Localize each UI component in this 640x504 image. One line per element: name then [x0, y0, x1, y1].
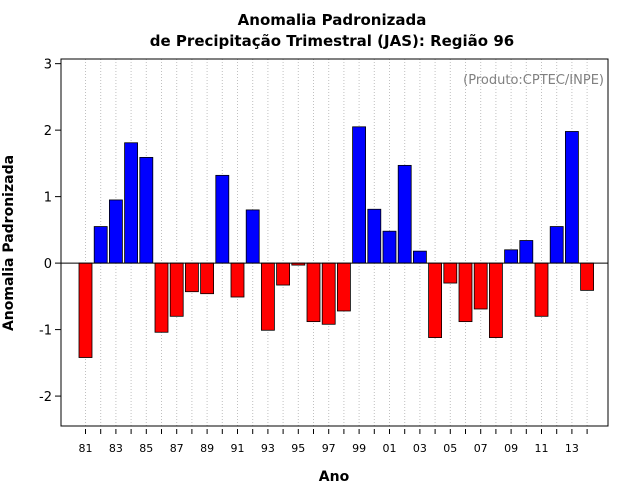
bar-10: [519, 240, 534, 264]
bar-03: [412, 250, 427, 264]
bar-93: [260, 262, 275, 331]
bar-92: [245, 209, 260, 264]
bar-02: [397, 164, 412, 264]
x-tick-label: 99: [352, 442, 366, 455]
bar-08: [488, 262, 503, 338]
bar-11: [534, 262, 549, 317]
x-tick-label: 09: [504, 442, 518, 455]
bar-07: [473, 262, 488, 310]
chart-subtitle: de Precipitação Trimestral (JAS): Região…: [150, 32, 514, 50]
x-tick-label: 87: [170, 442, 184, 455]
y-tick-label: -2: [39, 390, 52, 405]
bar-layer: [78, 126, 594, 358]
bar-12: [549, 226, 564, 264]
bar-87: [169, 262, 184, 317]
bar-88: [184, 262, 199, 293]
bar-98: [336, 262, 351, 312]
y-tick-label: 2: [44, 124, 52, 139]
bar-83: [109, 199, 123, 264]
x-tick-label: 91: [231, 442, 245, 455]
y-tick-label: -1: [39, 324, 52, 339]
x-tick-label: 97: [322, 442, 336, 455]
bar-01: [382, 230, 397, 264]
y-axis: -2 -1 0 1 2 3: [39, 58, 61, 405]
bar-86: [154, 262, 169, 333]
x-tick-label: 83: [109, 442, 123, 455]
x-tick-label: 13: [565, 442, 579, 455]
bar-99: [352, 126, 367, 264]
x-tick-label: 01: [383, 442, 397, 455]
bar-00: [367, 208, 382, 264]
bar-97: [321, 262, 336, 325]
chart-title: Anomalia Padronizada: [238, 11, 427, 29]
bar-14: [580, 262, 594, 291]
bar-09: [504, 249, 519, 264]
x-tick-label: 11: [535, 442, 549, 455]
x-tick-label: 81: [79, 442, 93, 455]
bar-94: [276, 262, 291, 286]
credit-label: (Produto:CPTEC/INPE): [463, 73, 604, 88]
bar-89: [200, 262, 215, 295]
x-tick-label: 85: [139, 442, 153, 455]
bar-81: [78, 262, 93, 358]
bar-91: [230, 262, 245, 298]
x-tick-label: 05: [443, 442, 457, 455]
x-tick-label: 03: [413, 442, 427, 455]
x-tick-label: 89: [200, 442, 214, 455]
y-tick-label: 0: [44, 257, 52, 272]
bar-85: [139, 156, 154, 264]
x-tick-label: 07: [474, 442, 488, 455]
y-axis-label: Anomalia Padronizada: [1, 155, 17, 331]
x-tick-label: 95: [291, 442, 305, 455]
bar-90: [215, 174, 230, 264]
y-tick-label: 1: [44, 191, 52, 206]
plot-frame: [60, 58, 609, 427]
x-tick-label: 93: [261, 442, 275, 455]
bar-06: [458, 262, 473, 323]
bar-05: [443, 262, 458, 284]
bar-13: [565, 131, 579, 264]
grid-layer: [85, 59, 588, 426]
bar-96: [306, 262, 321, 323]
bar-84: [124, 142, 138, 264]
x-axis: 81 83 85 87 89 91 93 95 97 99 01 03 05 07 09 11 13: [79, 429, 588, 455]
bar-82: [93, 226, 108, 264]
y-tick-label: 3: [44, 58, 52, 73]
x-axis-label: Ano: [319, 469, 350, 485]
bar-04: [428, 262, 443, 338]
